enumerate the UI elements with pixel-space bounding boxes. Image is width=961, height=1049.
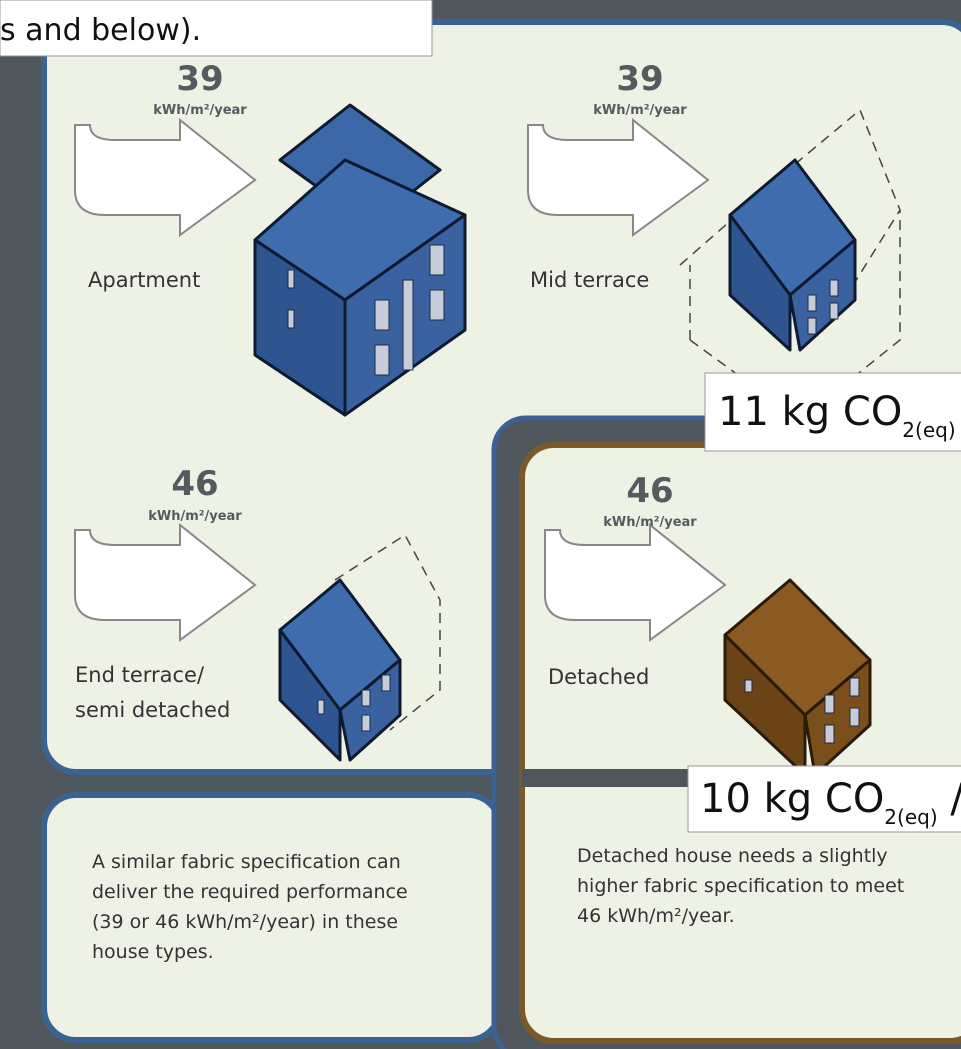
note-line: Detached house needs a slightly [577, 845, 888, 867]
label: End terrace/ [75, 663, 205, 687]
header-box [0, 0, 433, 57]
label: Mid terrace [530, 268, 649, 292]
note-line: 46 kWh/m²/year. [577, 905, 735, 927]
note-line: deliver the required performance [92, 881, 408, 903]
value: 46 [171, 464, 218, 504]
note-line: higher fabric specification to meet [577, 875, 904, 897]
label: semi detached [75, 698, 230, 722]
arrow [527, 117, 710, 237]
arrow [74, 522, 257, 642]
value: 39 [176, 59, 223, 99]
unit: kWh/m²/year [153, 103, 247, 118]
label: Apartment [88, 268, 200, 292]
note-line: house types. [92, 941, 214, 963]
note-line: A similar fabric specification can [92, 851, 401, 873]
co2-sub: 2(eq) [884, 805, 937, 829]
header-text: s and below). [0, 13, 201, 48]
unit: kWh/m²/year [603, 515, 697, 530]
arrow [544, 522, 727, 642]
detached-panel [519, 442, 961, 1044]
co2-label: 11 kg CO2(eq) / [718, 389, 961, 442]
co2-suffix: / [956, 389, 961, 435]
arrows [74, 117, 727, 642]
mid-terrace-house [679, 108, 901, 421]
end-terrace-house [278, 533, 441, 762]
co2-suffix: /n [938, 776, 961, 822]
value: 46 [626, 471, 673, 511]
value: 39 [616, 59, 663, 99]
label: Detached [548, 665, 649, 689]
co2-box [704, 372, 961, 452]
co2-prefix: 11 kg CO [718, 389, 902, 435]
arrow [74, 117, 257, 237]
note-line: (39 or 46 kWh/m²/year) in these [92, 911, 398, 933]
notes: A similar fabric specification can delive… [92, 845, 904, 963]
co2-sub: 2(eq) [902, 418, 955, 442]
co2-prefix: 10 kg CO [700, 776, 884, 822]
apartment-building [253, 103, 467, 417]
unit: kWh/m²/year [593, 103, 687, 118]
co2-box [687, 765, 961, 833]
co2-label: 10 kg CO2(eq) /n [700, 776, 961, 829]
detached-house [723, 578, 872, 777]
unit: kWh/m²/year [148, 509, 242, 524]
